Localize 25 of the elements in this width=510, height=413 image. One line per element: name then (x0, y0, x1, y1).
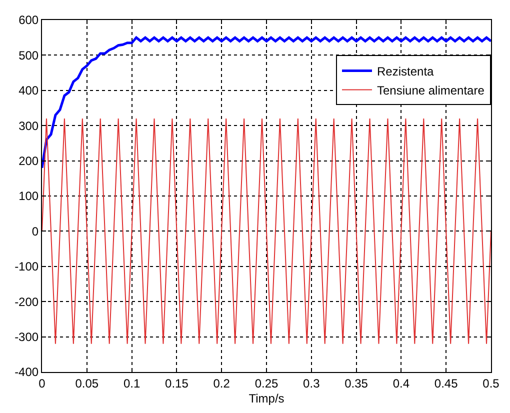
x-tick-label: 0.5 (482, 376, 500, 390)
y-tick-label: -200 (14, 294, 39, 309)
x-tick-label: 0.25 (254, 376, 278, 390)
line-series (42, 36, 491, 170)
y-tick-label: 100 (18, 189, 39, 204)
y-tick-label: -300 (14, 330, 39, 344)
y-tick-label: -100 (14, 260, 39, 274)
y-tick-label: 600 (18, 13, 39, 28)
y-tick-label: 400 (18, 84, 39, 98)
x-tick-label: 0.15 (165, 376, 189, 390)
x-tick-label: 0.05 (75, 376, 99, 390)
y-tick-label: 500 (18, 48, 39, 62)
legend-label: Tensiune alimentare (377, 83, 485, 98)
y-tick-label: 200 (18, 154, 39, 168)
x-tick-label: 0.2 (213, 376, 230, 390)
y-tick-label: 300 (18, 118, 39, 133)
x-tick-label: 0.3 (303, 376, 320, 390)
x-tick-label: 0.1 (123, 376, 140, 390)
legend-label: Rezistenta (377, 64, 434, 78)
x-tick-label: 0.4 (392, 376, 410, 390)
x-tick-label: 0.45 (434, 376, 458, 390)
y-tick-label: -400 (14, 365, 39, 380)
x-axis-title: Timp/s (248, 391, 284, 406)
x-tick-label: 0.35 (344, 376, 368, 390)
y-tick-label: 0 (32, 224, 39, 238)
